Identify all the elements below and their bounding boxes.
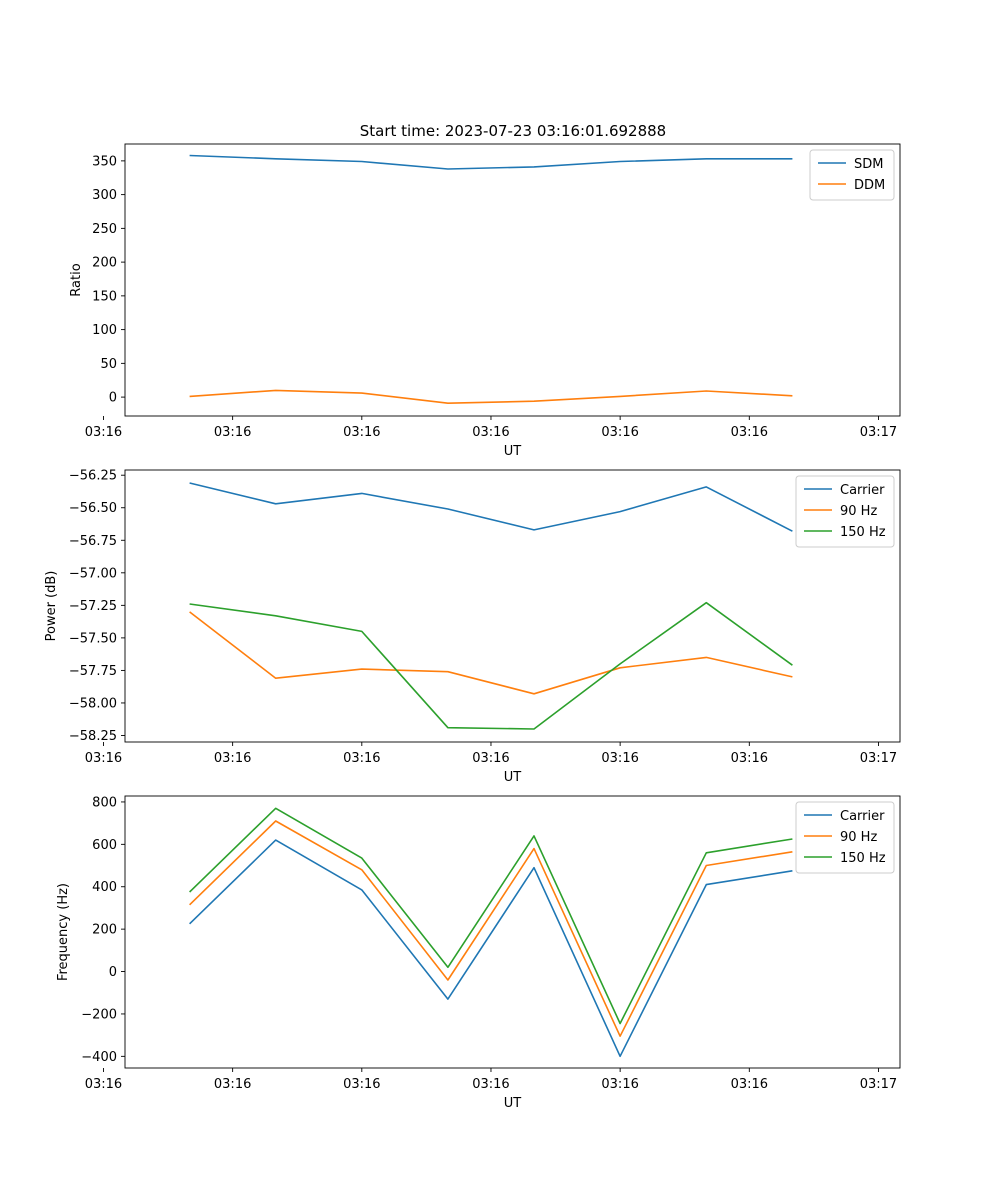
power-y-tick-label: −56.75	[69, 534, 117, 549]
power-x-axis-label: UT	[504, 770, 522, 785]
frequency-x-tick-label: 03:17	[860, 1077, 897, 1092]
frequency-x-tick-label: 03:16	[214, 1077, 251, 1092]
ratio-y-tick-label: 50	[100, 357, 117, 372]
frequency-legend	[795, 801, 895, 874]
figure-title: Start time: 2023-07-23 03:16:01.692888	[360, 122, 666, 140]
power-y-tick-label: −58.25	[69, 729, 117, 744]
ratio-legend-label: SDM	[854, 157, 883, 172]
power-series-line-150-hz	[189, 601, 793, 730]
ratio-series-line-ddm	[189, 389, 793, 405]
frequency-axes-frame	[124, 795, 901, 1069]
power-legend	[795, 475, 895, 548]
frequency-x-tick-label: 03:16	[601, 1077, 638, 1092]
ratio-x-tick-label: 03:16	[601, 425, 638, 440]
ratio-legend-label: DDM	[854, 178, 885, 193]
power-y-tick-label: −57.75	[69, 664, 117, 679]
ratio-axes-frame	[124, 143, 901, 417]
power-x-tick-label: 03:16	[731, 751, 768, 766]
frequency-series-line-carrier	[189, 839, 793, 1058]
ratio-y-tick-label: 100	[92, 323, 117, 338]
power-legend-label: 150 Hz	[840, 525, 886, 540]
power-series-line-90-hz	[189, 611, 793, 695]
ratio-x-axis-label: UT	[504, 444, 522, 459]
power-y-tick-label: −58.00	[69, 696, 117, 711]
power-x-tick-label: 03:16	[85, 751, 122, 766]
power-x-tick-label: 03:16	[343, 751, 380, 766]
frequency-y-tick-label: 600	[92, 838, 117, 853]
ratio-y-tick-label: 200	[92, 256, 117, 271]
frequency-x-tick-label: 03:16	[472, 1077, 509, 1092]
power-axes-frame	[124, 469, 901, 743]
power-x-tick-label: 03:16	[601, 751, 638, 766]
power-y-tick-label: −56.50	[69, 501, 117, 516]
frequency-y-axis-label: Frequency (Hz)	[56, 883, 71, 981]
frequency-y-tick-label: 200	[92, 923, 117, 938]
power-legend-label: Carrier	[840, 483, 885, 498]
power-x-tick-label: 03:16	[214, 751, 251, 766]
power-series-line-carrier	[189, 482, 793, 532]
frequency-series-line-90-hz	[189, 820, 793, 1037]
frequency-y-tick-label: 400	[92, 880, 117, 895]
ratio-x-tick-label: 03:16	[85, 425, 122, 440]
ratio-y-tick-label: 250	[92, 222, 117, 237]
ratio-panel: 03:16 03:16 03:16 03:16 03:16 03:16 03:17 0 50 10…	[69, 143, 901, 459]
frequency-x-tick-label: 03:16	[343, 1077, 380, 1092]
power-panel: 03:16 03:16 03:16 03:16 03:16 03:16 03:17 −58.2…	[44, 469, 901, 785]
frequency-legend-label: 150 Hz	[840, 851, 886, 866]
power-y-tick-label: −56.25	[69, 469, 117, 484]
ratio-x-tick-label: 03:16	[214, 425, 251, 440]
power-y-tick-label: −57.50	[69, 631, 117, 646]
ratio-y-axis-label: Ratio	[69, 263, 84, 296]
frequency-series-line-150-hz	[189, 807, 793, 1025]
frequency-x-tick-label: 03:16	[731, 1077, 768, 1092]
frequency-y-tick-label: 0	[109, 965, 117, 980]
ratio-y-tick-label: 0	[109, 391, 117, 406]
ratio-series-line-sdm	[189, 154, 793, 170]
frequency-legend-label: Carrier	[840, 809, 885, 824]
ratio-x-tick-label: 03:17	[860, 425, 897, 440]
frequency-y-tick-label: −400	[81, 1050, 117, 1065]
frequency-y-tick-label: −200	[81, 1007, 117, 1022]
power-legend-label: 90 Hz	[840, 504, 877, 519]
power-x-tick-label: 03:17	[860, 751, 897, 766]
power-x-tick-label: 03:16	[472, 751, 509, 766]
frequency-x-tick-label: 03:16	[85, 1077, 122, 1092]
frequency-panel: 03:16 03:16 03:16 03:16 03:16 03:16 03:17 −400 −…	[56, 795, 901, 1111]
ratio-x-tick-label: 03:16	[343, 425, 380, 440]
ratio-y-tick-label: 150	[92, 289, 117, 304]
power-y-tick-label: −57.00	[69, 566, 117, 581]
frequency-x-axis-label: UT	[504, 1096, 522, 1111]
power-y-axis-label: Power (dB)	[44, 571, 59, 642]
frequency-y-tick-label: 800	[92, 795, 117, 810]
ratio-x-tick-label: 03:16	[472, 425, 509, 440]
frequency-legend-label: 90 Hz	[840, 830, 877, 845]
ratio-y-tick-label: 350	[92, 154, 117, 169]
ratio-y-tick-label: 300	[92, 188, 117, 203]
ratio-x-tick-label: 03:16	[731, 425, 768, 440]
power-y-tick-label: −57.25	[69, 599, 117, 614]
